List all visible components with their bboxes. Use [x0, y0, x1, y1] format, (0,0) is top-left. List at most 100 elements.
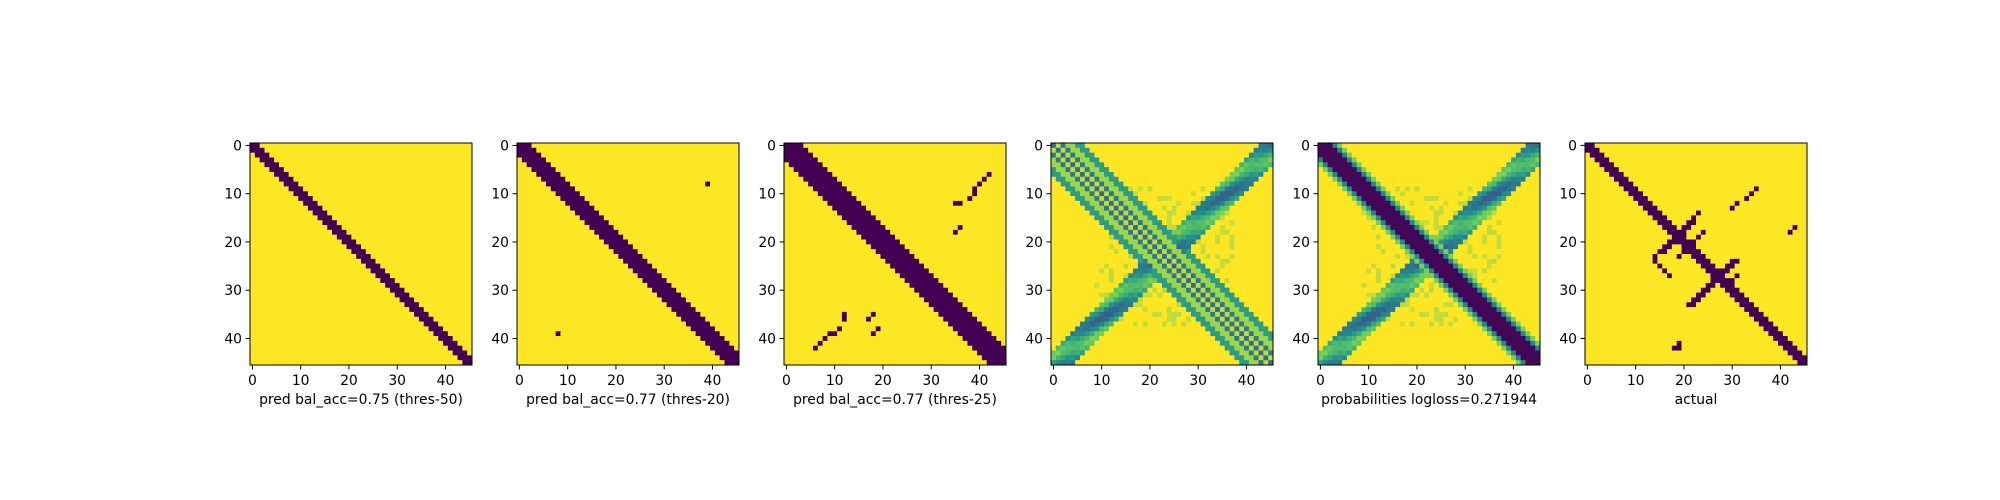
heatmap-cell — [895, 162, 901, 168]
heatmap-cell — [822, 147, 828, 154]
heatmap-cell — [724, 167, 730, 173]
heatmap-cell — [710, 340, 716, 347]
heatmap-cell — [705, 297, 711, 303]
heatmap-cell — [550, 340, 557, 347]
heatmap-cell — [793, 171, 799, 178]
heatmap-cell — [560, 350, 566, 356]
heatmap-cell — [919, 186, 925, 192]
heatmap-cell — [332, 268, 338, 274]
heatmap-cell — [608, 254, 615, 260]
heatmap-cell — [933, 147, 939, 154]
heatmap-cell — [298, 249, 304, 255]
heatmap-cell — [565, 176, 571, 183]
heatmap-cell — [637, 350, 643, 356]
heatmap-cell — [734, 302, 740, 308]
heatmap-cell — [851, 147, 857, 154]
heatmap-cell — [521, 210, 528, 216]
heatmap-cell — [608, 278, 615, 284]
heatmap-cell — [443, 273, 449, 279]
heatmap-cell — [589, 307, 595, 313]
heatmap-cell — [666, 152, 672, 158]
heatmap-cell — [356, 287, 362, 294]
heatmap-cell — [841, 157, 848, 163]
heatmap-cell — [623, 287, 629, 294]
heatmap-cell — [283, 186, 290, 192]
heatmap-cell — [399, 326, 405, 332]
heatmap-cell — [322, 143, 328, 149]
heatmap-cell — [832, 147, 838, 154]
heatmap-cell — [579, 220, 586, 226]
heatmap-cell — [428, 181, 434, 187]
heatmap-cell — [283, 171, 290, 178]
heatmap-cell — [418, 167, 425, 173]
heatmap-cell — [317, 234, 323, 241]
heatmap-cell — [550, 321, 557, 327]
heatmap-cell — [652, 321, 658, 327]
heatmap-cell — [798, 152, 804, 158]
heatmap-cell — [467, 307, 473, 313]
heatmap-cell — [933, 186, 939, 192]
heatmap-cell — [870, 171, 877, 178]
heatmap-cell — [375, 152, 381, 158]
heatmap-cell — [254, 254, 261, 260]
heatmap-cell — [322, 147, 328, 154]
heatmap-cell — [589, 292, 595, 298]
heatmap-cell — [991, 181, 997, 187]
heatmap-cell — [555, 229, 561, 236]
heatmap-cell — [438, 234, 444, 241]
heatmap-cell — [550, 234, 557, 241]
heatmap-cell — [589, 244, 595, 250]
heatmap-cell — [589, 249, 595, 255]
heatmap-cell — [298, 254, 304, 260]
heatmap-cell — [991, 147, 997, 154]
heatmap-cell — [565, 345, 571, 352]
heatmap-cell — [250, 263, 256, 269]
heatmap-cell — [914, 157, 920, 163]
heatmap-cell — [545, 331, 552, 337]
heatmap-cell — [724, 181, 730, 187]
heatmap-cell — [724, 336, 730, 342]
heatmap-cell — [351, 355, 357, 361]
heatmap-cell — [526, 292, 532, 298]
heatmap-cell — [526, 229, 532, 236]
heatmap-cell — [584, 326, 590, 332]
heatmap-cell — [705, 278, 711, 284]
heatmap-cell — [356, 229, 362, 236]
heatmap-cell — [274, 196, 280, 202]
heatmap-cell — [788, 152, 795, 158]
heatmap-cell — [628, 292, 634, 298]
heatmap-cell — [671, 234, 677, 241]
heatmap-cell — [462, 220, 468, 226]
heatmap-cell — [637, 167, 643, 173]
heatmap-cell — [784, 162, 790, 168]
heatmap-cell — [365, 143, 372, 149]
heatmap-cell — [565, 147, 571, 154]
heatmap-cell — [579, 350, 586, 356]
heatmap-cell — [652, 171, 658, 178]
heatmap-cell — [346, 282, 352, 289]
heatmap-cell — [671, 355, 677, 361]
heatmap-cell — [919, 181, 925, 187]
heatmap-cell — [574, 350, 581, 356]
heatmap-cell — [710, 171, 716, 178]
heatmap-cell — [423, 152, 430, 158]
heatmap-cell — [312, 350, 319, 356]
heatmap-cell — [278, 336, 285, 342]
heatmap-cell — [628, 360, 634, 366]
heatmap-cell — [298, 297, 304, 303]
heatmap-cell — [890, 167, 896, 173]
heatmap-cell — [457, 210, 463, 216]
heatmap-cell — [327, 147, 333, 154]
heatmap-cell — [361, 181, 367, 187]
heatmap-cell — [841, 152, 848, 158]
heatmap-cell — [423, 336, 430, 342]
heatmap-cell — [389, 336, 396, 342]
heatmap-cell — [307, 239, 314, 245]
heatmap-cell — [404, 220, 410, 226]
heatmap-cell — [933, 162, 939, 168]
heatmap-cell — [536, 360, 542, 366]
heatmap-cell — [690, 263, 697, 269]
heatmap-cell — [303, 273, 309, 279]
heatmap-cell — [356, 225, 362, 231]
heatmap-cell — [666, 249, 672, 255]
